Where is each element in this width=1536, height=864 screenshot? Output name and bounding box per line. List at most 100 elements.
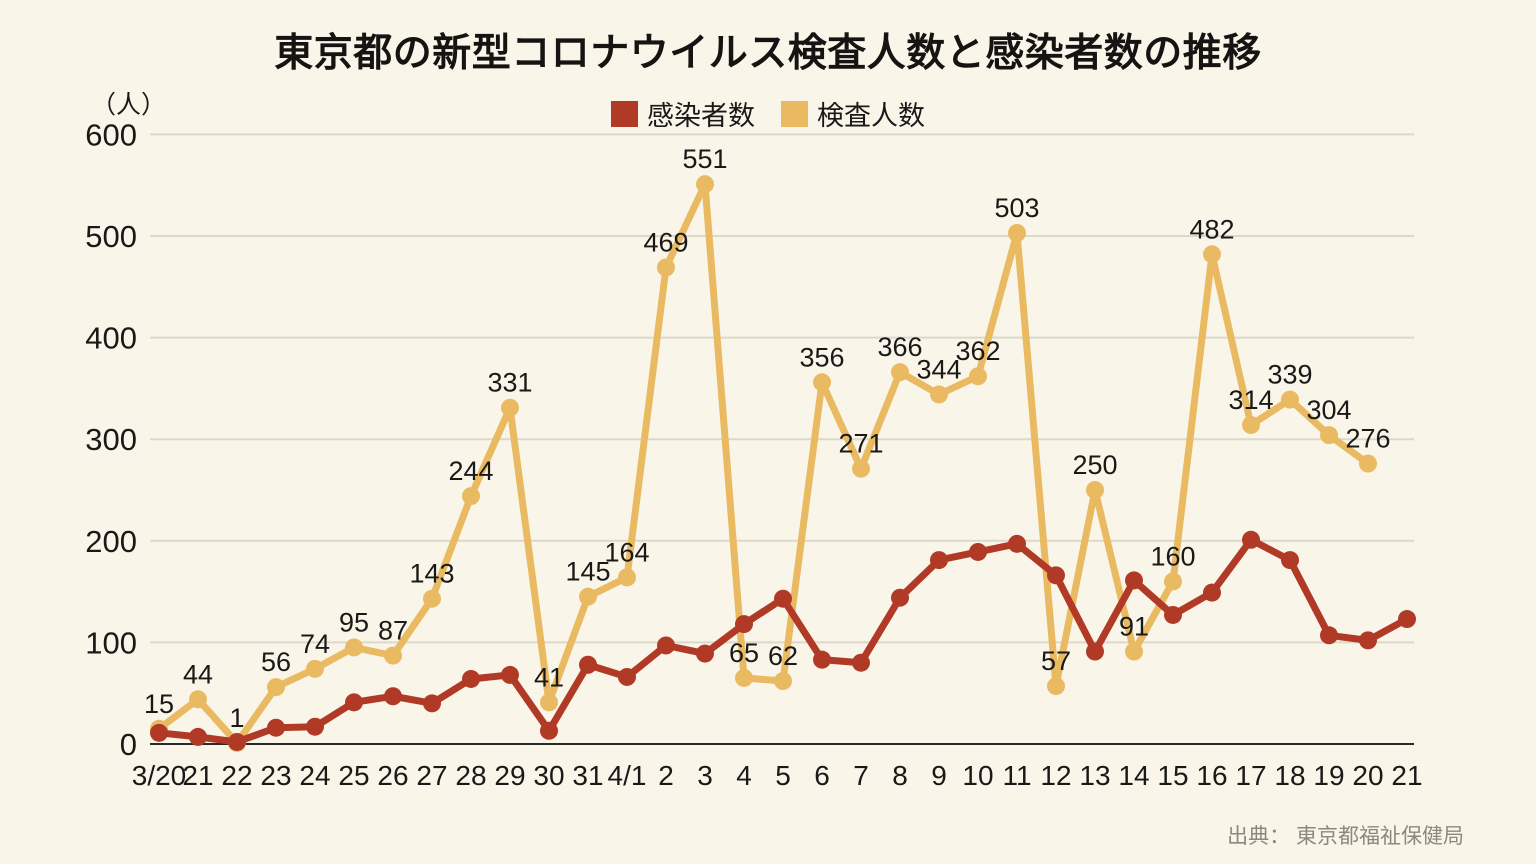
infected-data-point: [150, 723, 168, 742]
x-tick-label: 4: [736, 760, 752, 791]
y-axis-unit-label: （人）: [91, 91, 167, 119]
tested-point-label: 41: [534, 662, 564, 692]
tested-data-point: [1047, 677, 1065, 696]
infected-data-point: [1164, 605, 1182, 624]
infected-data-point: [1047, 566, 1065, 585]
tested-data-point: [891, 363, 909, 382]
infected-data-point: [1281, 551, 1299, 570]
infected-data-point: [930, 551, 948, 570]
y-tick-label: 200: [85, 524, 137, 559]
infected-data-point: [1203, 583, 1221, 602]
tested-data-point: [1008, 223, 1026, 242]
x-tick-label: 5: [775, 760, 791, 791]
x-tick-label: 27: [416, 760, 447, 791]
x-tick-label: 24: [299, 760, 330, 791]
tested-point-label: 366: [877, 332, 922, 362]
x-tick-label: 17: [1235, 760, 1266, 791]
tested-point-label: 503: [994, 193, 1039, 223]
tested-point-label: 62: [768, 641, 798, 671]
tested-series-line: [155, 180, 1372, 747]
infected-series-swatch: [611, 100, 638, 127]
x-tick-label: 23: [260, 760, 291, 791]
tested-point-label: 362: [955, 336, 1000, 366]
source-note: 出典： 東京都福祉保健局: [1227, 825, 1464, 848]
tested-data-point: [423, 589, 441, 608]
infected-data-point: [657, 636, 675, 655]
tested-data-point: [696, 175, 714, 194]
infected-data-point: [735, 615, 753, 634]
x-tick-label: 21: [1391, 760, 1422, 791]
tested-data-point: [852, 459, 870, 478]
legend-label-tested: 検査人数: [817, 101, 925, 131]
tested-point-label: 304: [1306, 395, 1351, 425]
tested-data-point: [501, 398, 519, 417]
tested-data-point: [579, 587, 597, 606]
x-tick-label: 15: [1157, 760, 1188, 791]
x-tick-label: 3/20: [132, 760, 187, 791]
infected-data-point: [1086, 642, 1104, 661]
infected-data-point: [969, 542, 987, 561]
tested-data-point: [657, 258, 675, 277]
tested-data-point: [384, 646, 402, 665]
x-tick-label: 28: [455, 760, 486, 791]
tested-point-label: 469: [643, 227, 688, 257]
infected-data-point: [228, 732, 246, 751]
x-tick-label: 7: [853, 760, 869, 791]
infected-data-point: [774, 589, 792, 608]
tested-point-label: 143: [409, 559, 454, 589]
x-tick-label: 21: [182, 760, 213, 791]
infected-data-point: [618, 667, 636, 686]
x-tick-label: 12: [1040, 760, 1071, 791]
tested-data-point: [618, 568, 636, 587]
tested-point-label: 65: [729, 638, 759, 668]
tested-data-point: [813, 373, 831, 392]
tested-point-label: 482: [1189, 214, 1234, 244]
legend-item-tested: 検査人数: [781, 94, 925, 133]
tested-data-point: [1242, 415, 1260, 434]
x-tick-label: 30: [533, 760, 564, 791]
infected-data-point: [813, 650, 831, 669]
infected-data-point: [852, 653, 870, 672]
tested-point-label: 250: [1072, 450, 1117, 480]
y-tick-label: 0: [120, 727, 137, 762]
infected-data-point: [1359, 631, 1377, 650]
tested-point-label: 314: [1228, 385, 1273, 415]
x-tick-label: 25: [338, 760, 369, 791]
tested-data-point: [774, 672, 792, 691]
tested-point-label: 44: [183, 659, 213, 689]
infected-data-point: [891, 588, 909, 607]
x-tick-label: 2: [658, 760, 674, 791]
tested-point-label: 87: [378, 616, 408, 646]
infected-data-point: [1125, 571, 1143, 590]
x-tick-label: 9: [931, 760, 947, 791]
tested-point-label: 160: [1150, 541, 1195, 571]
tested-data-point: [969, 367, 987, 386]
infected-data-point: [384, 687, 402, 706]
tested-data-point: [735, 668, 753, 687]
x-tick-label: 18: [1274, 760, 1305, 791]
tested-data-point: [1320, 426, 1338, 445]
legend-item-infected: 感染者数: [611, 94, 755, 133]
infected-data-point: [423, 694, 441, 713]
tested-data-point: [189, 690, 207, 709]
tested-data-point: [345, 638, 363, 657]
y-tick-label: 400: [85, 321, 137, 356]
infected-data-point: [696, 644, 714, 663]
x-tick-label: 20: [1352, 760, 1383, 791]
infected-data-point: [1320, 626, 1338, 645]
legend-label-infected: 感染者数: [647, 101, 755, 131]
tested-data-point: [1359, 454, 1377, 473]
x-tick-label: 31: [572, 760, 603, 791]
tested-point-label: 1: [229, 703, 244, 733]
tested-point-label: 551: [682, 144, 727, 174]
x-tick-label: 4/1: [608, 760, 647, 791]
tested-point-label: 244: [448, 456, 493, 486]
tested-series-swatch: [781, 100, 808, 127]
infected-data-point: [1398, 610, 1416, 629]
tested-data-point: [462, 487, 480, 506]
y-tick-label: 500: [85, 219, 137, 254]
tested-data-point: [540, 693, 558, 712]
tested-data-point: [1164, 572, 1182, 591]
tested-point-label: 271: [838, 429, 883, 459]
